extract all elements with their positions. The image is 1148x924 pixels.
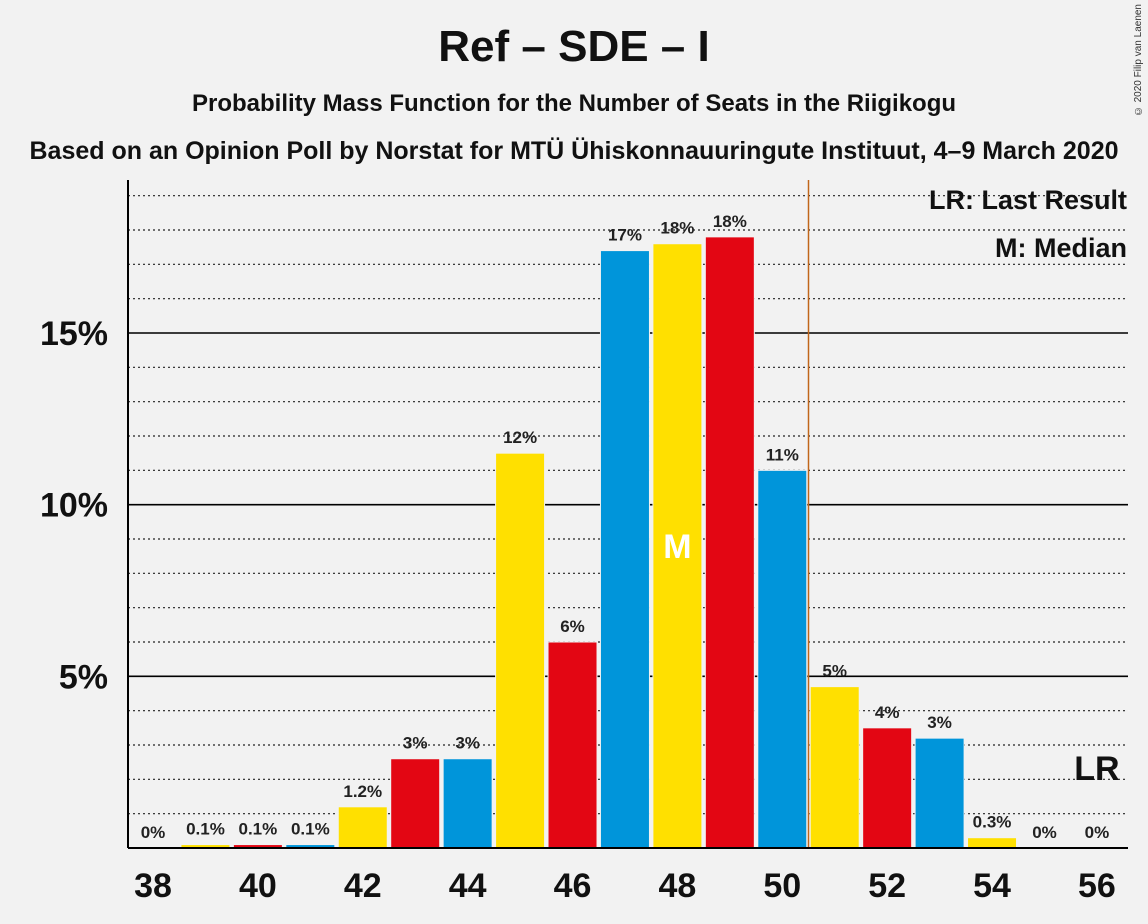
data-label-seat-38: 0% — [141, 823, 166, 842]
x-tick-label: 40 — [239, 867, 277, 905]
legend-entry: M: Median — [995, 233, 1127, 263]
bar-seat-52 — [862, 727, 913, 849]
y-tick-label: 10% — [40, 487, 108, 525]
bar-seat-47 — [599, 250, 650, 849]
data-label-seat-54: 0.3% — [973, 813, 1012, 832]
y-tick-label: 5% — [59, 658, 108, 696]
x-tick-label: 44 — [449, 867, 487, 905]
data-label-seat-53: 3% — [927, 713, 952, 732]
chart-title: Ref – SDE – I — [438, 22, 710, 71]
data-label-seat-43: 3% — [403, 734, 428, 753]
data-label-seat-42: 1.2% — [343, 782, 382, 801]
data-label-seat-40: 0.1% — [239, 820, 278, 839]
data-label-seat-48: 18% — [660, 219, 694, 238]
bar-seat-51 — [809, 686, 860, 849]
bar-seat-50 — [757, 469, 808, 849]
legend-entry: LR: Last Result — [929, 185, 1127, 215]
bar-seat-43 — [390, 758, 441, 849]
median-marker: M — [663, 528, 691, 566]
data-label-seat-41: 0.1% — [291, 820, 330, 839]
data-label-seat-44: 3% — [455, 734, 480, 753]
data-label-seat-52: 4% — [875, 703, 900, 722]
data-label-seat-56: 0% — [1085, 823, 1110, 842]
data-label-seat-45: 12% — [503, 428, 537, 447]
data-label-seat-51: 5% — [822, 662, 847, 681]
bar-seat-48 — [652, 243, 703, 849]
data-label-seat-55: 0% — [1032, 823, 1057, 842]
last-result-marker: LR — [1074, 750, 1119, 788]
x-tick-label: 46 — [554, 867, 592, 905]
y-tick-label: 15% — [40, 315, 108, 353]
data-label-seat-47: 17% — [608, 226, 642, 245]
data-label-seat-39: 0.1% — [186, 820, 225, 839]
bar-seat-46 — [547, 641, 598, 849]
chart-subtitle: Probability Mass Function for the Number… — [191, 90, 957, 117]
x-tick-label: 42 — [344, 867, 382, 905]
bar-seat-44 — [442, 758, 493, 849]
x-tick-label: 50 — [763, 867, 801, 905]
bar-seat-42 — [337, 806, 388, 849]
data-label-seat-46: 6% — [560, 617, 585, 636]
x-tick-label: 54 — [973, 867, 1011, 905]
chart-source-subtitle: Based on an Opinion Poll by Norstat for … — [29, 137, 1119, 165]
bar-seat-45 — [495, 452, 546, 849]
bar-seat-54 — [967, 837, 1018, 849]
x-tick-label: 52 — [868, 867, 906, 905]
x-tick-label: 48 — [658, 867, 696, 905]
x-tick-label: 56 — [1078, 867, 1116, 905]
data-label-seat-50: 11% — [766, 445, 799, 464]
bar-seat-53 — [914, 737, 965, 849]
data-label-seat-49: 18% — [713, 212, 747, 231]
x-tick-label: 38 — [134, 867, 172, 905]
bar-seat-49 — [704, 236, 755, 849]
